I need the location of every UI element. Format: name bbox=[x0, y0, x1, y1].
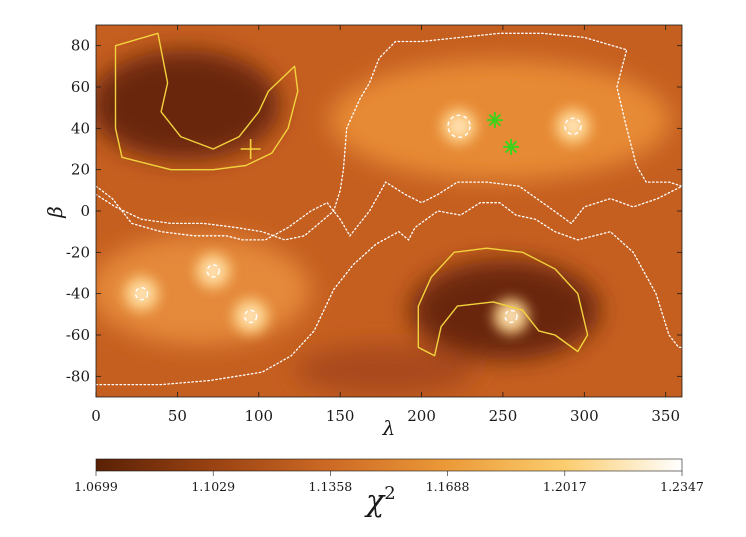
colorbar-label-superscript: 2 bbox=[384, 483, 395, 504]
x-tick-label: 50 bbox=[168, 407, 187, 425]
x-tick-label: 200 bbox=[407, 407, 436, 425]
y-tick-label: -20 bbox=[66, 243, 90, 261]
y-tick-label: -60 bbox=[66, 326, 90, 344]
y-tick-label: 0 bbox=[80, 202, 90, 220]
colorbar-tick-label: 1.2347 bbox=[660, 479, 704, 494]
x-tick-label: 250 bbox=[489, 407, 518, 425]
x-tick-label: 0 bbox=[91, 407, 101, 425]
x-axis-label: λ bbox=[382, 416, 396, 440]
peak-core bbox=[567, 120, 579, 132]
colorbar-label-symbol: χ bbox=[364, 484, 386, 519]
colorbar: 1.0699 1.1029 1.1358 1.1688 1.2017 1.2347 χ2 bbox=[74, 459, 704, 519]
colorbar-label: χ2 bbox=[364, 483, 396, 519]
colorbar-tick-label: 1.0699 bbox=[74, 479, 118, 494]
y-tick-label: -80 bbox=[66, 367, 90, 385]
colorbar-tick-label: 1.2017 bbox=[543, 479, 587, 494]
mid-dark-region bbox=[295, 345, 475, 395]
y-tick-label: 80 bbox=[71, 37, 90, 55]
colorbar-tick-label: 1.1029 bbox=[191, 479, 235, 494]
x-tick-label: 350 bbox=[651, 407, 680, 425]
colorbar-gradient bbox=[96, 459, 682, 471]
bright-region-south bbox=[90, 235, 310, 345]
y-tick-label: 40 bbox=[71, 119, 90, 137]
y-tick-label: 60 bbox=[71, 78, 90, 96]
x-tick-label: 150 bbox=[326, 407, 355, 425]
asterisk-marker bbox=[503, 139, 519, 155]
y-tick-label: -40 bbox=[66, 285, 90, 303]
heatmap-field bbox=[90, 25, 682, 397]
x-tick-label: 300 bbox=[570, 407, 599, 425]
y-tick-label: 20 bbox=[71, 161, 90, 179]
x-tick-label: 100 bbox=[244, 407, 273, 425]
heatmap-plot: 0 50 100 150 200 250 300 350 -80 -60 -40 -20 0 20 40 6… bbox=[43, 25, 682, 440]
colorbar-tick-label: 1.1688 bbox=[426, 479, 470, 494]
y-axis-label: β bbox=[43, 206, 67, 219]
colorbar-tick-label: 1.1358 bbox=[309, 479, 353, 494]
peak-core bbox=[453, 120, 465, 132]
